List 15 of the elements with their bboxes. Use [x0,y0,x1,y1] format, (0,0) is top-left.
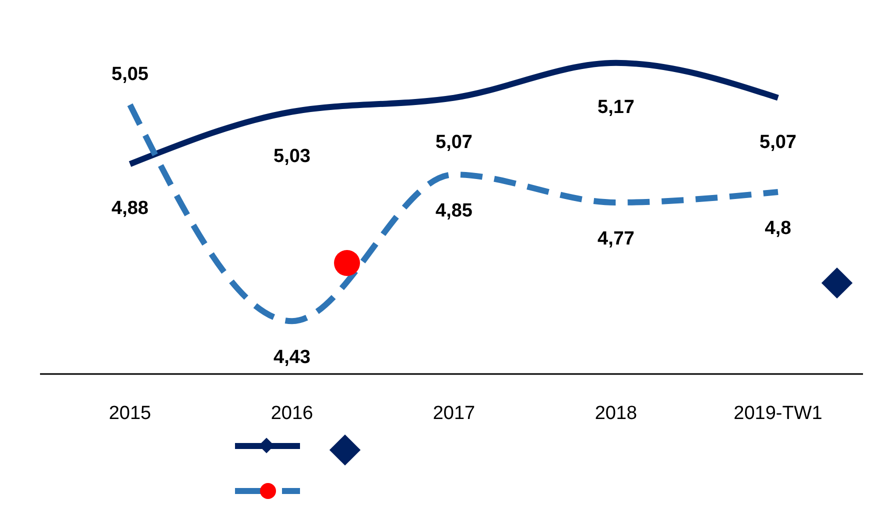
data-label: 5,05 [112,64,149,85]
data-label: 5,03 [274,146,310,167]
x-tick-label: 2015 [108,403,152,424]
x-tick-label: 2017 [432,403,476,424]
x-tick-label: 2016 [270,403,314,424]
data-label: 4,43 [274,347,310,368]
data-label: 4,8 [764,218,792,239]
data-label: 5,17 [598,96,634,118]
data-label: 4,77 [598,228,634,250]
data-label: 5,07 [760,132,796,153]
data-label: 5,07 [436,132,472,153]
data-label: 4,88 [112,198,148,220]
x-tick-label: 2019-TW1 [734,403,822,424]
x-tick-label: 2018 [594,403,638,424]
data-label: 4,85 [436,200,473,222]
